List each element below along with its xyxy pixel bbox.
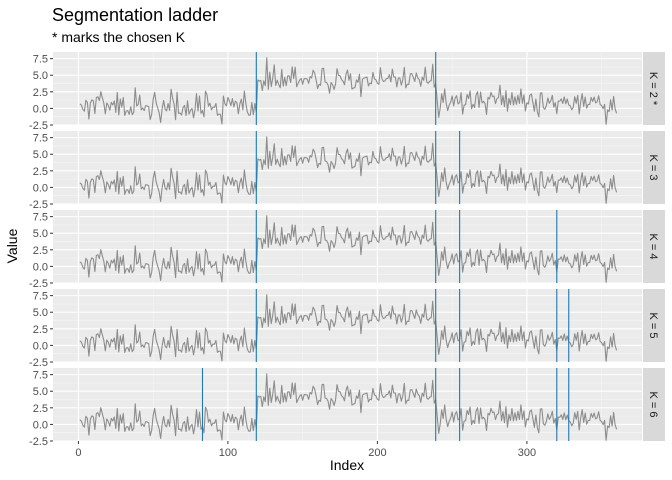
y-tick-label: 7.5 [33, 54, 48, 66]
facet-strip-label: K = 2 * [647, 72, 659, 106]
series-line [79, 57, 618, 125]
y-tick-label: -2.5 [29, 199, 48, 211]
y-tick-label: -2.5 [29, 278, 48, 290]
x-tick-label: 100 [219, 447, 237, 459]
y-tick-label: 0.0 [33, 340, 48, 352]
y-tick-label: 5.0 [33, 70, 48, 82]
x-axis-title: Index [330, 457, 364, 473]
panel-background [53, 131, 642, 204]
y-tick-label: 2.5 [33, 324, 48, 336]
y-tick-label: 2.5 [33, 245, 48, 257]
y-tick-label: 5.0 [33, 149, 48, 161]
y-tick-label: -2.5 [29, 357, 48, 369]
facet-strip [643, 368, 665, 441]
y-tick-label: 0.0 [33, 103, 48, 115]
y-tick-label: 0.0 [33, 261, 48, 273]
y-tick-label: 0.0 [33, 182, 48, 194]
chart-title: Segmentation ladder [52, 5, 218, 25]
x-tick-label: 300 [518, 447, 536, 459]
facet-strip-label: K = 4 [647, 234, 659, 260]
x-tick-label: 0 [75, 447, 81, 459]
facet-panels: -2.5 0.0 2.5 5.0 7.5 K = 2 * -2.5 0.0 2.5 5.0 7.5 K… [29, 52, 665, 448]
y-tick-label: 7.5 [33, 133, 48, 145]
facet-panel: -2.5 0.0 2.5 5.0 7.5 K = 3 [29, 131, 665, 211]
y-tick-label: 0.0 [33, 419, 48, 431]
facet-strip [643, 289, 665, 362]
y-tick-label: -2.5 [29, 120, 48, 132]
y-tick-label: -2.5 [29, 436, 48, 448]
y-axis-title: Value [4, 228, 20, 263]
panel-background [53, 210, 642, 283]
facet-strip-label: K = 3 [647, 155, 659, 181]
facet-panel: -2.5 0.0 2.5 5.0 7.5 K = 2 * [29, 52, 665, 132]
x-axis: 0 100 200 300 [75, 441, 536, 459]
x-tick-label: 200 [368, 447, 386, 459]
facet-panel: -2.5 0.0 2.5 5.0 7.5 K = 5 [29, 289, 665, 369]
y-tick-label: 5.0 [33, 228, 48, 240]
y-tick-label: 2.5 [33, 87, 48, 99]
chart-subtitle: * marks the chosen K [52, 29, 186, 45]
facet-strip-label: K = 5 [647, 313, 659, 339]
y-tick-label: 7.5 [33, 370, 48, 382]
facet-strip [643, 52, 665, 125]
y-tick-label: 5.0 [33, 386, 48, 398]
series-line [79, 215, 618, 283]
y-tick-label: 5.0 [33, 307, 48, 319]
series-line [79, 136, 618, 204]
facet-strip [643, 131, 665, 204]
facet-strip-label: K = 6 [647, 392, 659, 418]
facet-panel: -2.5 0.0 2.5 5.0 7.5 K = 6 [29, 368, 665, 448]
facet-strip [643, 210, 665, 283]
facet-panel: -2.5 0.0 2.5 5.0 7.5 K = 4 [29, 210, 665, 290]
y-tick-label: 2.5 [33, 403, 48, 415]
y-tick-label: 7.5 [33, 291, 48, 303]
y-tick-label: 2.5 [33, 166, 48, 178]
series-line [79, 294, 618, 362]
panel-background [53, 289, 642, 362]
panel-background [53, 52, 642, 125]
panel-background [53, 368, 642, 441]
y-tick-label: 7.5 [33, 212, 48, 224]
series-line [79, 373, 618, 441]
